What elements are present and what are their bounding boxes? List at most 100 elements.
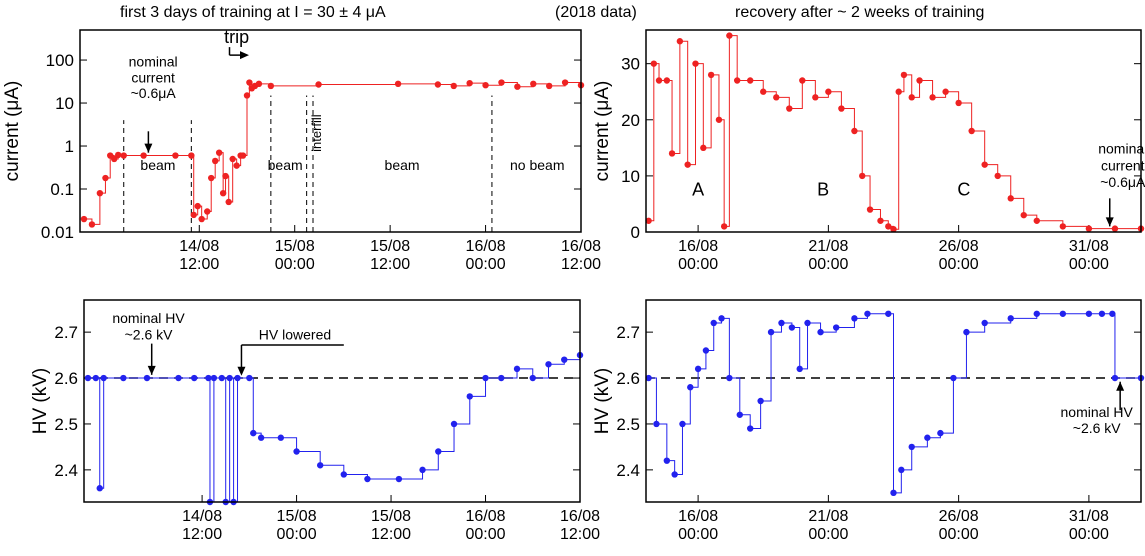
data-point <box>80 215 88 223</box>
data-point <box>561 356 568 363</box>
data-point <box>916 77 923 84</box>
data-point <box>529 374 536 382</box>
data-point <box>963 328 970 336</box>
data-point <box>255 80 263 88</box>
data-point <box>898 466 905 474</box>
data-point <box>981 319 988 327</box>
data-point <box>250 429 257 437</box>
data-point <box>120 152 127 159</box>
data-point <box>890 225 897 233</box>
data-point <box>225 198 232 206</box>
x-tick-label: 16/08 <box>678 238 718 255</box>
data-point <box>277 434 285 441</box>
data-point <box>655 77 663 84</box>
data-point <box>1111 374 1119 382</box>
data-point <box>419 466 426 474</box>
data-point <box>120 374 127 382</box>
annotation: nominal HV <box>1061 404 1134 420</box>
data-point <box>96 485 103 492</box>
data-point <box>1059 223 1067 230</box>
annotation-arrow-head <box>147 365 156 375</box>
x-tick-label: 12:00 <box>370 256 410 273</box>
data-point <box>832 324 840 331</box>
data-point <box>968 127 975 135</box>
x-tick-label: 31/08 <box>1069 238 1109 255</box>
data-point <box>955 99 962 107</box>
annotation-arrow-head <box>1105 217 1114 227</box>
data-point <box>1033 310 1040 317</box>
data-point <box>513 365 521 373</box>
x-tick-label: 16/08 <box>466 508 506 525</box>
x-tick-label: 16/08 <box>560 508 600 525</box>
data-point <box>211 157 219 165</box>
annotation-arrow-head <box>144 143 153 153</box>
x-tick-label: 12:00 <box>560 526 600 543</box>
data-point <box>726 32 733 39</box>
y-tick-label: 1 <box>65 137 74 156</box>
data-point <box>700 144 707 152</box>
data-point <box>194 202 201 210</box>
data-point <box>100 374 107 382</box>
annotation: beam <box>140 157 175 173</box>
data-point <box>812 94 819 101</box>
data-point <box>707 71 715 79</box>
x-tick-label: 00:00 <box>808 256 848 273</box>
data-point <box>102 174 109 182</box>
x-tick-label: 00:00 <box>1069 256 1109 273</box>
data-point <box>205 374 212 382</box>
x-tick-label: 21/08 <box>808 508 848 525</box>
data-point <box>243 92 251 99</box>
data-point <box>239 152 247 159</box>
data-point <box>720 223 728 230</box>
data-point <box>650 60 658 67</box>
x-tick-label: 12:00 <box>371 526 411 543</box>
data-point <box>825 88 832 95</box>
data-point <box>1098 310 1106 317</box>
y-tick-label: 0.01 <box>41 223 74 242</box>
data-point <box>733 77 741 84</box>
data-point <box>482 81 489 89</box>
data-point <box>747 425 754 432</box>
data-point <box>1007 315 1014 322</box>
data-point <box>191 374 198 382</box>
data-point <box>219 189 227 197</box>
data-point <box>663 457 671 464</box>
annotation: ~2.6 kV <box>125 326 174 342</box>
data-point <box>663 77 671 84</box>
x-tick-label: 15/08 <box>275 238 315 255</box>
data-point <box>687 384 694 391</box>
x-tick-label: 26/08 <box>939 508 979 525</box>
data-point <box>229 155 236 163</box>
y-tick-label: 10 <box>55 94 74 113</box>
data-point <box>114 151 122 159</box>
x-tick-label: 14/08 <box>179 238 219 255</box>
annotation: nominal <box>1098 140 1145 156</box>
data-point <box>190 211 197 219</box>
data-point <box>246 79 253 86</box>
x-tick-label: 16/08 <box>561 238 601 255</box>
data-point <box>796 365 803 373</box>
annotation: current <box>1101 157 1145 173</box>
y-tick-label: 20 <box>621 111 640 130</box>
data-point <box>257 434 265 441</box>
data-point <box>726 374 733 382</box>
data-point <box>233 162 240 169</box>
data-point <box>498 374 505 382</box>
year-note: (2018 data) <box>555 4 637 21</box>
data-point <box>234 374 241 382</box>
data-point <box>88 221 96 228</box>
x-tick-label: 00:00 <box>808 526 848 543</box>
y-axis-label: HV (kV) <box>30 368 51 435</box>
data-point <box>514 83 521 90</box>
x-tick-label: 00:00 <box>277 526 317 543</box>
data-point <box>84 374 92 382</box>
data-point <box>715 116 723 123</box>
y-tick-label: 2.6 <box>54 369 78 388</box>
y-axis-label: HV (kV) <box>592 368 613 435</box>
y-tick-label: 0 <box>631 223 640 242</box>
data-point <box>498 79 505 86</box>
x-tick-label: 15/08 <box>371 508 411 525</box>
